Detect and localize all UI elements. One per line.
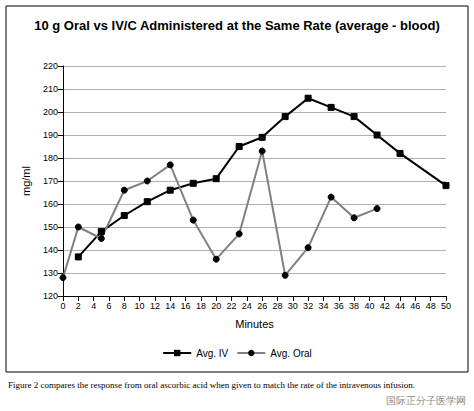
svg-text:28: 28 <box>272 301 282 311</box>
svg-text:8: 8 <box>122 301 127 311</box>
svg-text:140: 140 <box>43 245 58 255</box>
svg-text:0: 0 <box>60 301 65 311</box>
svg-text:50: 50 <box>441 301 451 311</box>
svg-text:46: 46 <box>410 301 420 311</box>
svg-text:10: 10 <box>135 301 145 311</box>
svg-text:180: 180 <box>43 153 58 163</box>
svg-text:10 g Oral vs IV/C Administered: 10 g Oral vs IV/C Administered at the Sa… <box>34 18 440 33</box>
svg-text:20: 20 <box>211 301 221 311</box>
svg-text:130: 130 <box>43 268 58 278</box>
svg-text:36: 36 <box>334 301 344 311</box>
svg-text:18: 18 <box>196 301 206 311</box>
svg-text:22: 22 <box>227 301 237 311</box>
svg-text:48: 48 <box>426 301 436 311</box>
svg-text:210: 210 <box>43 84 58 94</box>
svg-text:Avg. IV: Avg. IV <box>196 348 228 359</box>
svg-text:34: 34 <box>318 301 328 311</box>
svg-text:Figure 2 compares the response: Figure 2 compares the response from oral… <box>8 380 415 390</box>
svg-text:mg/ml: mg/ml <box>20 166 32 196</box>
svg-text:40: 40 <box>364 301 374 311</box>
svg-text:190: 190 <box>43 130 58 140</box>
svg-text:42: 42 <box>380 301 390 311</box>
svg-text:24: 24 <box>242 301 252 311</box>
svg-text:6: 6 <box>106 301 111 311</box>
svg-text:14: 14 <box>165 301 175 311</box>
svg-text:170: 170 <box>43 176 58 186</box>
svg-text:120: 120 <box>43 291 58 301</box>
svg-text:16: 16 <box>181 301 191 311</box>
svg-text:160: 160 <box>43 199 58 209</box>
svg-text:38: 38 <box>349 301 359 311</box>
svg-text:26: 26 <box>257 301 267 311</box>
svg-text:2: 2 <box>76 301 81 311</box>
svg-text:150: 150 <box>43 222 58 232</box>
svg-text:200: 200 <box>43 107 58 117</box>
svg-text:Minutes: Minutes <box>235 318 274 330</box>
svg-text:Avg. Oral: Avg. Oral <box>270 348 312 359</box>
svg-text:220: 220 <box>43 61 58 71</box>
svg-text:44: 44 <box>395 301 405 311</box>
svg-text:国际正分子医学网: 国际正分子医学网 <box>386 395 466 406</box>
svg-text:32: 32 <box>303 301 313 311</box>
svg-text:12: 12 <box>150 301 160 311</box>
svg-text:30: 30 <box>288 301 298 311</box>
svg-text:4: 4 <box>91 301 96 311</box>
